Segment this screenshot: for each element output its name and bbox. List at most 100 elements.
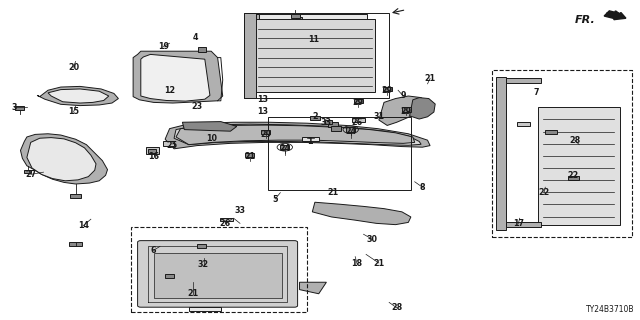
Polygon shape (165, 274, 174, 278)
Polygon shape (165, 122, 430, 149)
Polygon shape (197, 244, 206, 248)
Text: FR.: FR. (575, 15, 595, 25)
Polygon shape (163, 141, 174, 146)
Polygon shape (70, 194, 81, 198)
Polygon shape (379, 96, 426, 125)
Text: 22: 22 (567, 172, 579, 180)
Polygon shape (148, 149, 156, 153)
Polygon shape (261, 130, 270, 134)
Polygon shape (568, 176, 579, 180)
Text: 23: 23 (191, 102, 203, 111)
Text: 11: 11 (308, 35, 319, 44)
Text: 33: 33 (321, 118, 332, 127)
Bar (246, 14, 367, 71)
Polygon shape (300, 282, 326, 294)
Text: 30: 30 (367, 235, 378, 244)
Text: 15: 15 (68, 108, 79, 116)
Bar (255, 19, 375, 92)
Text: 33: 33 (234, 206, 246, 215)
Text: 29: 29 (401, 107, 412, 116)
Polygon shape (133, 51, 223, 103)
Polygon shape (325, 120, 332, 124)
Text: 29: 29 (381, 86, 393, 95)
Bar (538, 107, 620, 225)
Text: 6: 6 (151, 246, 156, 255)
Text: TY24B3710B: TY24B3710B (586, 305, 635, 314)
Polygon shape (37, 86, 118, 106)
Text: 8: 8 (420, 183, 425, 192)
Text: 17: 17 (513, 219, 524, 228)
Polygon shape (310, 116, 320, 120)
Bar (154, 253, 282, 298)
Polygon shape (27, 138, 96, 181)
Polygon shape (352, 118, 365, 122)
Text: 13: 13 (257, 95, 268, 104)
Polygon shape (545, 130, 557, 134)
Polygon shape (312, 202, 411, 225)
Text: 21: 21 (188, 289, 199, 298)
Polygon shape (182, 122, 237, 131)
Polygon shape (141, 54, 210, 101)
Polygon shape (174, 124, 421, 145)
Polygon shape (331, 126, 341, 131)
Text: 5: 5 (273, 195, 278, 204)
Bar (244, 13, 389, 98)
Text: 21: 21 (424, 74, 436, 83)
Text: 29: 29 (260, 130, 271, 139)
Polygon shape (517, 122, 530, 126)
Text: 13: 13 (257, 108, 268, 116)
Polygon shape (402, 107, 411, 112)
Text: 24: 24 (345, 127, 356, 136)
Polygon shape (506, 78, 541, 83)
FancyBboxPatch shape (138, 241, 298, 307)
Text: 18: 18 (351, 260, 363, 268)
Polygon shape (220, 218, 233, 221)
Text: 24: 24 (279, 144, 291, 153)
Text: 2: 2 (313, 112, 318, 121)
Text: 21: 21 (373, 259, 385, 268)
Text: 25: 25 (166, 141, 177, 150)
Polygon shape (198, 47, 206, 52)
Bar (131, 227, 307, 312)
Polygon shape (246, 14, 259, 71)
Polygon shape (20, 134, 108, 184)
FancyArrow shape (604, 11, 626, 20)
Polygon shape (506, 222, 541, 227)
Polygon shape (302, 137, 319, 141)
Text: 29: 29 (353, 98, 364, 107)
Polygon shape (24, 170, 31, 173)
Text: 16: 16 (148, 152, 159, 161)
Polygon shape (245, 153, 254, 157)
Text: 3: 3 (12, 103, 17, 112)
Text: 10: 10 (205, 134, 217, 143)
Polygon shape (296, 17, 302, 20)
Polygon shape (346, 127, 355, 132)
Polygon shape (354, 99, 363, 103)
Text: 26: 26 (351, 118, 363, 127)
Text: 32: 32 (198, 260, 209, 269)
Polygon shape (15, 106, 24, 110)
Text: 7: 7 (534, 88, 539, 97)
Text: 12: 12 (164, 86, 175, 95)
Text: 28: 28 (391, 303, 403, 312)
Text: 14: 14 (77, 221, 89, 230)
Text: 4: 4 (193, 33, 198, 42)
Polygon shape (346, 67, 360, 71)
Text: 21: 21 (244, 152, 255, 161)
Text: 1: 1 (307, 137, 312, 146)
Text: 22: 22 (538, 188, 550, 197)
Polygon shape (176, 125, 415, 145)
Text: 19: 19 (157, 42, 169, 51)
Bar (492, 70, 632, 237)
Text: 26: 26 (220, 219, 231, 228)
Polygon shape (328, 122, 338, 127)
Polygon shape (291, 14, 300, 18)
Polygon shape (189, 307, 221, 311)
Polygon shape (496, 77, 506, 230)
Text: 21: 21 (327, 188, 339, 197)
Text: 31: 31 (373, 112, 385, 121)
Polygon shape (69, 242, 82, 246)
Bar (268, 117, 411, 190)
Text: 20: 20 (68, 63, 79, 72)
Polygon shape (410, 98, 435, 119)
